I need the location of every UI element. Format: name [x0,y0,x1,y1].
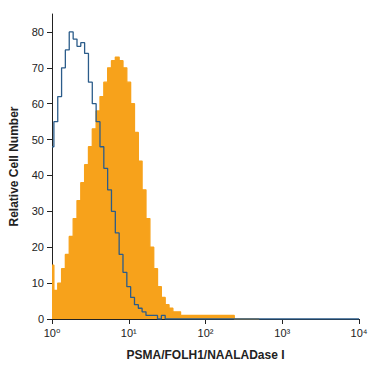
svg-text:20: 20 [32,241,44,253]
svg-text:50: 50 [32,134,44,146]
svg-text:0: 0 [38,313,44,325]
svg-text:Relative Cell Number: Relative Cell Number [7,106,21,226]
svg-text:70: 70 [32,62,44,74]
svg-text:10⁰: 10⁰ [44,327,61,339]
svg-text:80: 80 [32,26,44,38]
svg-text:10²: 10² [198,327,214,339]
svg-text:10³: 10³ [274,327,290,339]
svg-text:10⁴: 10⁴ [351,327,368,339]
svg-text:PSMA/FOLH1/NAALADase I: PSMA/FOLH1/NAALADase I [126,348,284,362]
svg-text:40: 40 [32,169,44,181]
svg-text:30: 30 [32,205,44,217]
svg-text:60: 60 [32,98,44,110]
svg-text:10¹: 10¹ [121,327,137,339]
svg-text:10: 10 [32,277,44,289]
